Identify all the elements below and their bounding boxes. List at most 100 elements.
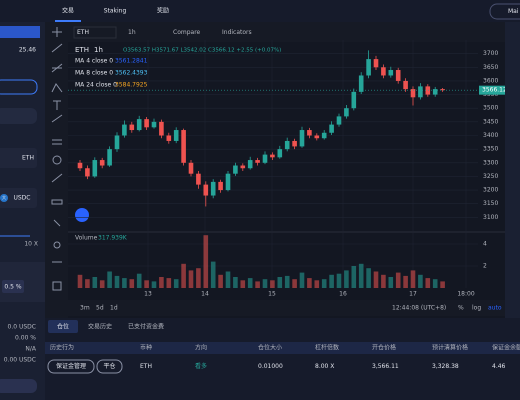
price-tick-label: 3450 bbox=[483, 118, 498, 125]
toolbar-symbol[interactable]: ETH bbox=[77, 29, 89, 36]
sidebar-asset: ETH bbox=[22, 155, 34, 162]
legend-symbol: ETH bbox=[75, 46, 89, 54]
candle-body bbox=[381, 67, 386, 76]
time-label: 17 bbox=[409, 291, 417, 298]
slippage-box[interactable] bbox=[2, 280, 24, 293]
symbol-box[interactable] bbox=[73, 26, 117, 39]
range-button[interactable]: 3m bbox=[80, 305, 90, 312]
volume-bar bbox=[159, 277, 164, 288]
volume-bar bbox=[196, 268, 201, 288]
volume-bar bbox=[99, 280, 105, 288]
candle-body bbox=[395, 70, 401, 81]
price-tick-label: 3200 bbox=[483, 187, 498, 194]
volume-bar bbox=[270, 280, 275, 288]
price-tick-label: 3400 bbox=[483, 132, 498, 139]
candle-body bbox=[166, 135, 172, 141]
volume-tick-label: 2 bbox=[483, 263, 487, 270]
candle-body bbox=[388, 70, 394, 76]
table-cell: 8.00 X bbox=[315, 363, 334, 370]
toolbar-indicators[interactable]: Indicators bbox=[222, 29, 252, 36]
action-button[interactable] bbox=[96, 359, 123, 374]
candle-body bbox=[122, 124, 127, 136]
table-cell: 3,566.11 bbox=[372, 363, 399, 370]
volume-bar bbox=[225, 271, 231, 288]
candle-body bbox=[114, 135, 120, 150]
volume-bar bbox=[122, 278, 127, 288]
table-cell: 0.01000 bbox=[258, 363, 283, 370]
scale-option[interactable]: auto bbox=[488, 305, 502, 312]
price-tick-label: 3350 bbox=[483, 146, 498, 153]
volume-tick-label: 4 bbox=[483, 241, 487, 248]
range-button[interactable]: 1d bbox=[110, 305, 118, 312]
time-label: 13 bbox=[144, 291, 152, 298]
table-header-cell: 预计清算价格 bbox=[432, 344, 468, 352]
ma-name: MA 24 close 0 bbox=[75, 82, 117, 89]
sidebar-field bbox=[0, 188, 37, 208]
sidebar-stat: 0.00 % bbox=[15, 335, 36, 342]
price-tick-label: 3250 bbox=[483, 173, 498, 180]
volume-bar bbox=[336, 273, 342, 288]
candle-body bbox=[99, 160, 105, 166]
candle-body bbox=[307, 130, 312, 136]
volume-bar bbox=[114, 275, 120, 288]
candle-body bbox=[107, 149, 112, 166]
volume-bar bbox=[188, 270, 194, 288]
table-header-cell: 币种 bbox=[140, 344, 152, 352]
volume-bar bbox=[307, 278, 312, 288]
positions-tab[interactable]: 仓位 bbox=[57, 323, 69, 331]
volume-bar bbox=[292, 279, 297, 288]
nav-tab[interactable]: Staking bbox=[104, 8, 127, 15]
volume-bar bbox=[351, 266, 357, 288]
candle-body bbox=[270, 154, 275, 158]
volume-value: 317.939K bbox=[98, 235, 128, 242]
candle-body bbox=[351, 91, 357, 109]
table-header-cell: 杠杆倍数 bbox=[315, 344, 339, 352]
action-label[interactable]: 平仓 bbox=[103, 362, 115, 370]
nav-tab[interactable]: 奖励 bbox=[157, 7, 169, 15]
price-tick-label: 3600 bbox=[483, 77, 498, 84]
ma-value: 3584.7925 bbox=[115, 82, 148, 89]
sidebar-button[interactable] bbox=[0, 379, 37, 393]
table-header-cell: 方向 bbox=[195, 344, 207, 352]
positions-tab[interactable]: 已支付资金费 bbox=[128, 323, 164, 331]
candle-body bbox=[136, 119, 142, 131]
volume-bar bbox=[203, 235, 209, 288]
nav-tab[interactable]: 交易 bbox=[62, 7, 74, 15]
positions-tab[interactable]: 交易历史 bbox=[88, 323, 112, 331]
table-cell: 看多 bbox=[195, 362, 207, 370]
candle-body bbox=[410, 89, 416, 98]
volume-bar bbox=[388, 277, 394, 288]
sidebar-input bbox=[0, 26, 40, 38]
candle-body bbox=[373, 59, 379, 68]
candle-body bbox=[218, 181, 223, 191]
volume-bar bbox=[440, 281, 445, 288]
candle-body bbox=[196, 173, 201, 185]
sidebar-button[interactable] bbox=[0, 79, 38, 95]
volume-bar bbox=[210, 261, 216, 288]
account-pill[interactable] bbox=[489, 3, 520, 20]
toolbar-interval[interactable]: 1h bbox=[128, 29, 136, 36]
table-cell: 3,328.38 bbox=[432, 363, 459, 370]
candle-body bbox=[173, 130, 179, 141]
candle-body bbox=[277, 149, 283, 158]
ma-name: MA 4 close 0 bbox=[75, 58, 113, 65]
chart-time: 12:44:08 (UTC+8) bbox=[392, 305, 446, 312]
sidebar-button[interactable] bbox=[0, 108, 37, 124]
table-header-cell: 保证金余额 bbox=[492, 344, 520, 352]
range-button[interactable]: 5d bbox=[96, 305, 104, 312]
candle-body bbox=[329, 124, 334, 133]
scale-option[interactable]: log bbox=[472, 305, 481, 312]
action-button[interactable] bbox=[47, 359, 95, 374]
action-label[interactable]: 保证金管理 bbox=[56, 362, 86, 370]
table-header-cell: 开仓价格 bbox=[372, 344, 396, 352]
candle-body bbox=[299, 130, 305, 147]
candle-body bbox=[321, 132, 327, 139]
volume-bar bbox=[173, 279, 179, 288]
toolbar-compare[interactable]: Compare bbox=[173, 29, 201, 36]
volume-bar bbox=[395, 272, 401, 288]
candle-body bbox=[203, 184, 209, 196]
account[interactable]: Mai bbox=[508, 8, 519, 15]
volume-bar bbox=[299, 272, 305, 288]
scale-option[interactable]: % bbox=[458, 305, 464, 312]
candle-body bbox=[181, 130, 186, 163]
